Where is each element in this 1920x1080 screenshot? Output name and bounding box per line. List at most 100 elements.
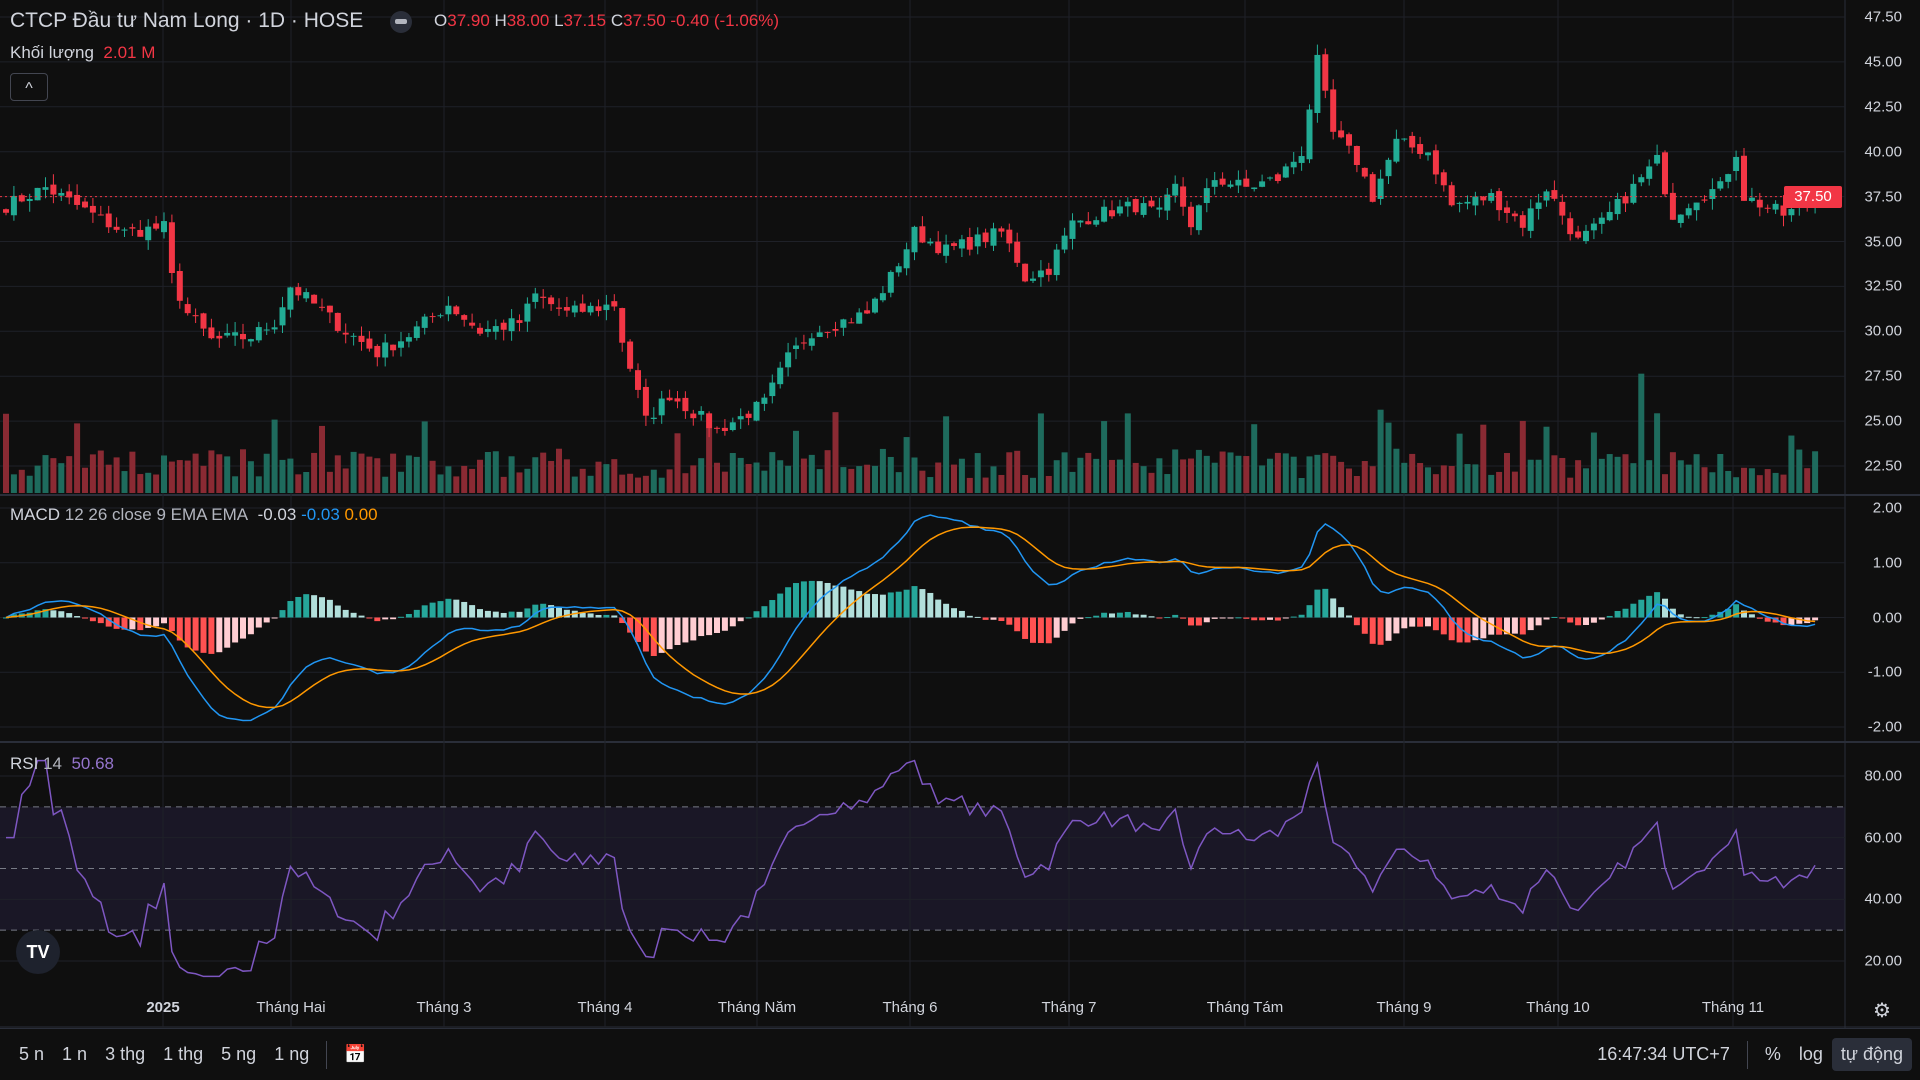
chart-canvas[interactable]: [0, 0, 1920, 1028]
collapse-legend-button[interactable]: ^: [10, 73, 48, 101]
candle-body: [650, 417, 657, 419]
candle-body: [326, 305, 333, 313]
macd-histogram-bar: [840, 586, 847, 618]
macd-histogram-bar: [682, 617, 689, 643]
range-1y[interactable]: 1 n: [62, 1044, 88, 1064]
volume-bar: [895, 472, 902, 493]
candle-body: [800, 342, 807, 344]
percent-scale-toggle[interactable]: %: [1764, 1044, 1781, 1064]
volume-bar: [1045, 475, 1052, 493]
volume-bar: [208, 450, 215, 493]
candle-body: [982, 232, 989, 243]
volume-bar: [1124, 413, 1131, 493]
candle-body: [879, 293, 886, 301]
time-axis-label: Tháng 3: [416, 999, 472, 1016]
volume-bar: [642, 475, 649, 493]
macd-histogram-bar: [698, 617, 705, 637]
axis-label: 47.50: [1864, 8, 1902, 26]
candle-body: [579, 303, 586, 312]
volume-bar: [1709, 472, 1716, 493]
volume-bar: [927, 477, 934, 493]
range-1d[interactable]: 1 ng: [274, 1044, 310, 1064]
candle-body: [1353, 145, 1360, 165]
volume-bar: [358, 453, 365, 493]
candle-body: [1583, 230, 1589, 242]
candle-body: [729, 422, 736, 431]
macd-histogram-bar: [556, 607, 562, 618]
volume-bar: [1432, 474, 1439, 493]
go-to-date-calendar-icon[interactable]: 📅: [344, 1044, 367, 1064]
range-5d[interactable]: 5 ng: [221, 1044, 257, 1064]
range-3m[interactable]: 3 thg: [105, 1044, 146, 1064]
candle-body: [872, 298, 878, 313]
volume-bar: [1693, 454, 1700, 493]
candle-body: [658, 398, 665, 416]
macd-histogram-bar: [808, 580, 815, 618]
candle-body: [1361, 167, 1368, 177]
macd-histogram-bar: [500, 612, 507, 618]
macd-histogram-bar: [832, 585, 839, 618]
macd-histogram-bar: [350, 612, 357, 618]
candle-body: [1567, 218, 1574, 235]
candle-body: [1598, 217, 1605, 224]
volume-bar: [556, 448, 562, 493]
macd-histogram-bar: [382, 617, 389, 620]
time-axis-label: Tháng 11: [1701, 999, 1765, 1016]
axis-label: 80.00: [1864, 767, 1902, 785]
candle-body: [1472, 196, 1479, 206]
volume-bar: [1053, 460, 1060, 493]
candle-body: [1764, 207, 1771, 209]
volume-bar: [674, 433, 681, 493]
candle-body: [1559, 201, 1566, 216]
candle-body: [145, 226, 152, 241]
macd-histogram-bar: [966, 615, 973, 618]
volume-bar: [1109, 459, 1115, 493]
candle-body: [1045, 268, 1052, 275]
log-scale-toggle[interactable]: log: [1798, 1044, 1823, 1064]
clock-timezone[interactable]: 16:47:34 UTC+7: [1597, 1044, 1730, 1064]
macd-histogram-bar: [3, 617, 9, 619]
macd-histogram-bar: [745, 617, 752, 619]
candle-body: [974, 234, 981, 247]
volume-bar: [1116, 459, 1123, 493]
volume-bar: [864, 464, 871, 493]
macd-histogram-bar: [1780, 617, 1787, 626]
macd-histogram-bar: [1401, 617, 1408, 629]
macd-histogram-bar: [303, 594, 310, 618]
range-1m[interactable]: 1 thg: [163, 1044, 204, 1064]
volume-bar: [540, 452, 547, 493]
macd-histogram-bar: [176, 617, 183, 641]
volume-bar: [943, 416, 950, 493]
candle-body: [66, 191, 73, 198]
macd-histogram-bar: [1717, 611, 1724, 618]
candle-body: [706, 413, 713, 429]
macd-histogram-bar: [1298, 614, 1305, 618]
tradingview-logo[interactable]: TV: [16, 930, 60, 974]
candle-body: [1022, 263, 1029, 282]
macd-histogram-bar: [42, 609, 49, 618]
candle-body: [927, 241, 934, 244]
volume-bar: [1756, 475, 1763, 493]
volume-bar: [1037, 413, 1044, 493]
candle-body: [1456, 202, 1463, 204]
candle-body: [224, 332, 231, 336]
chart-settings-icon[interactable]: ⚙: [1873, 1000, 1891, 1022]
volume-bar: [1511, 471, 1518, 493]
macd-histogram-bar: [224, 617, 231, 648]
range-5y[interactable]: 5 n: [19, 1044, 45, 1064]
volume-bar: [1314, 454, 1321, 493]
candle-body: [184, 304, 191, 314]
volume-bar: [421, 421, 428, 493]
macd-histogram-bar: [619, 617, 626, 624]
macd-line: [5, 514, 1816, 722]
candle-body: [1259, 181, 1266, 187]
macd-histogram-bar: [706, 617, 713, 636]
macd-histogram-bar: [1417, 617, 1424, 627]
candle-body: [161, 221, 167, 233]
auto-scale-toggle[interactable]: tự động: [1831, 1038, 1912, 1071]
candle-body: [1543, 191, 1550, 201]
candle-body: [405, 337, 412, 342]
candle-body: [437, 315, 444, 317]
macd-histogram-bar: [1156, 617, 1163, 619]
macd-histogram-bar: [1496, 617, 1503, 635]
